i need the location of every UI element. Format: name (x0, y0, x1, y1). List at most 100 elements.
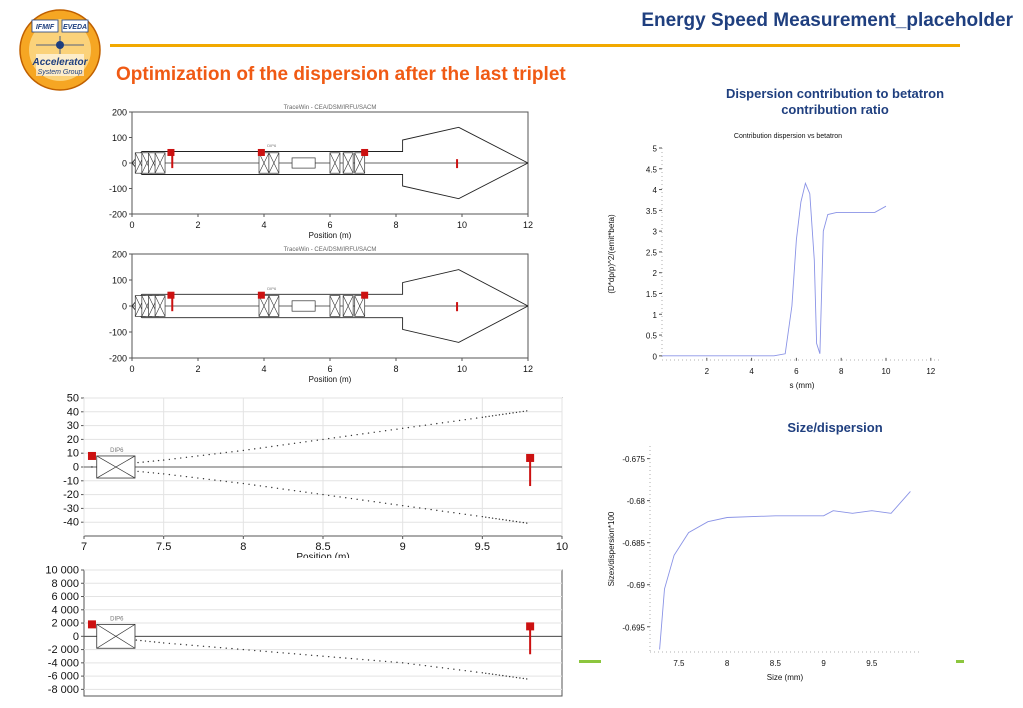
data-point (299, 490, 301, 493)
data-point (356, 433, 358, 436)
quadrupole-cross (329, 152, 341, 174)
x-axis-label: Position (m) (309, 375, 352, 384)
x-tick-label: 4 (261, 364, 266, 374)
quadrupole-cross (329, 295, 341, 317)
data-point (135, 639, 138, 641)
data-point (430, 508, 432, 511)
data-point (180, 643, 182, 646)
dipole-marker (361, 291, 369, 299)
x-tick-label: 7.5 (673, 659, 685, 668)
data-point (458, 669, 461, 671)
x-tick-label: 9.5 (866, 659, 878, 668)
element-label: DIP6 (267, 286, 277, 291)
data-point (475, 417, 478, 419)
logo: IFMIF EVEDA Accelerator System Group (19, 9, 101, 91)
quadrupole-cross (354, 152, 365, 174)
y-tick-label: 4.5 (646, 165, 658, 174)
data-point (522, 521, 525, 524)
data-point (91, 466, 93, 468)
data-point (299, 441, 301, 444)
data-point (519, 521, 521, 523)
data-point (495, 517, 497, 520)
data-point (174, 458, 176, 460)
data-point (191, 476, 193, 479)
quadrupole-cross (268, 295, 280, 317)
y-tick-label: 2.5 (646, 248, 658, 257)
y-tick-label: 8 000 (51, 578, 79, 590)
dipole-marker (361, 148, 369, 156)
data-point (142, 471, 144, 473)
data-point (339, 496, 341, 498)
data-point (362, 658, 364, 661)
data-point (137, 470, 139, 473)
y-tick-label: 200 (112, 108, 127, 118)
data-point (327, 655, 330, 658)
data-point (157, 459, 160, 462)
data-point (214, 453, 216, 455)
x-axis-label: Position (m) (309, 231, 352, 240)
data-point (180, 457, 182, 459)
data-point (276, 445, 279, 447)
data-point (282, 444, 284, 446)
data-point (327, 494, 330, 497)
data-point (180, 475, 182, 477)
data-point (362, 499, 364, 501)
data-point (373, 500, 375, 503)
data-point (236, 648, 239, 650)
data-point (202, 478, 205, 480)
data-point (424, 424, 427, 426)
data-point (225, 480, 227, 483)
data-point (491, 517, 494, 519)
data-point (407, 505, 410, 508)
data-point (436, 509, 438, 512)
data-point (384, 660, 387, 663)
data-point (276, 487, 279, 489)
quadrupole-cross (154, 295, 166, 317)
data-point (236, 482, 239, 484)
y-tick-label: -0.675 (622, 455, 645, 464)
x-tick-label: 0 (129, 220, 134, 230)
data-point (512, 520, 514, 522)
chart-title-dispersion-betatron: Dispersion contribution to betatron cont… (725, 86, 945, 117)
y-tick-label: 0.5 (646, 332, 658, 341)
chart-subtitle: Contribution dispersion vs betatron (734, 133, 842, 140)
data-point (322, 438, 324, 441)
x-tick-label: 10 (457, 364, 467, 374)
series-line (662, 181, 887, 357)
x-tick-label: 10 (556, 541, 568, 553)
data-point (508, 519, 511, 522)
data-point (481, 515, 484, 518)
series-line (131, 126, 529, 164)
data-point (498, 518, 501, 520)
end-marker (526, 453, 535, 462)
data-point (288, 652, 290, 655)
chart-title-size-dispersion: Size/dispersion (787, 420, 883, 435)
data-point (322, 493, 324, 496)
data-point (522, 677, 525, 680)
data-point (350, 497, 353, 500)
data-point (515, 520, 518, 523)
data-point (214, 646, 216, 648)
data-point (441, 422, 444, 424)
series-line (131, 162, 529, 200)
data-point (356, 498, 358, 501)
data-point (464, 513, 466, 516)
data-point (396, 428, 398, 430)
x-tick-label: 0 (129, 364, 134, 374)
data-point (502, 413, 504, 416)
data-point (242, 449, 245, 452)
data-point (225, 451, 227, 454)
data-point (185, 475, 188, 478)
data-point (475, 515, 478, 517)
data-point (502, 674, 504, 677)
x-tick-label: 9 (821, 659, 826, 668)
dipole-marker (167, 148, 175, 156)
data-point (185, 644, 188, 646)
data-point (512, 412, 514, 414)
data-point (185, 456, 188, 459)
data-point (373, 659, 375, 662)
end-marker (526, 622, 535, 631)
y-tick-label: -20 (63, 489, 79, 501)
